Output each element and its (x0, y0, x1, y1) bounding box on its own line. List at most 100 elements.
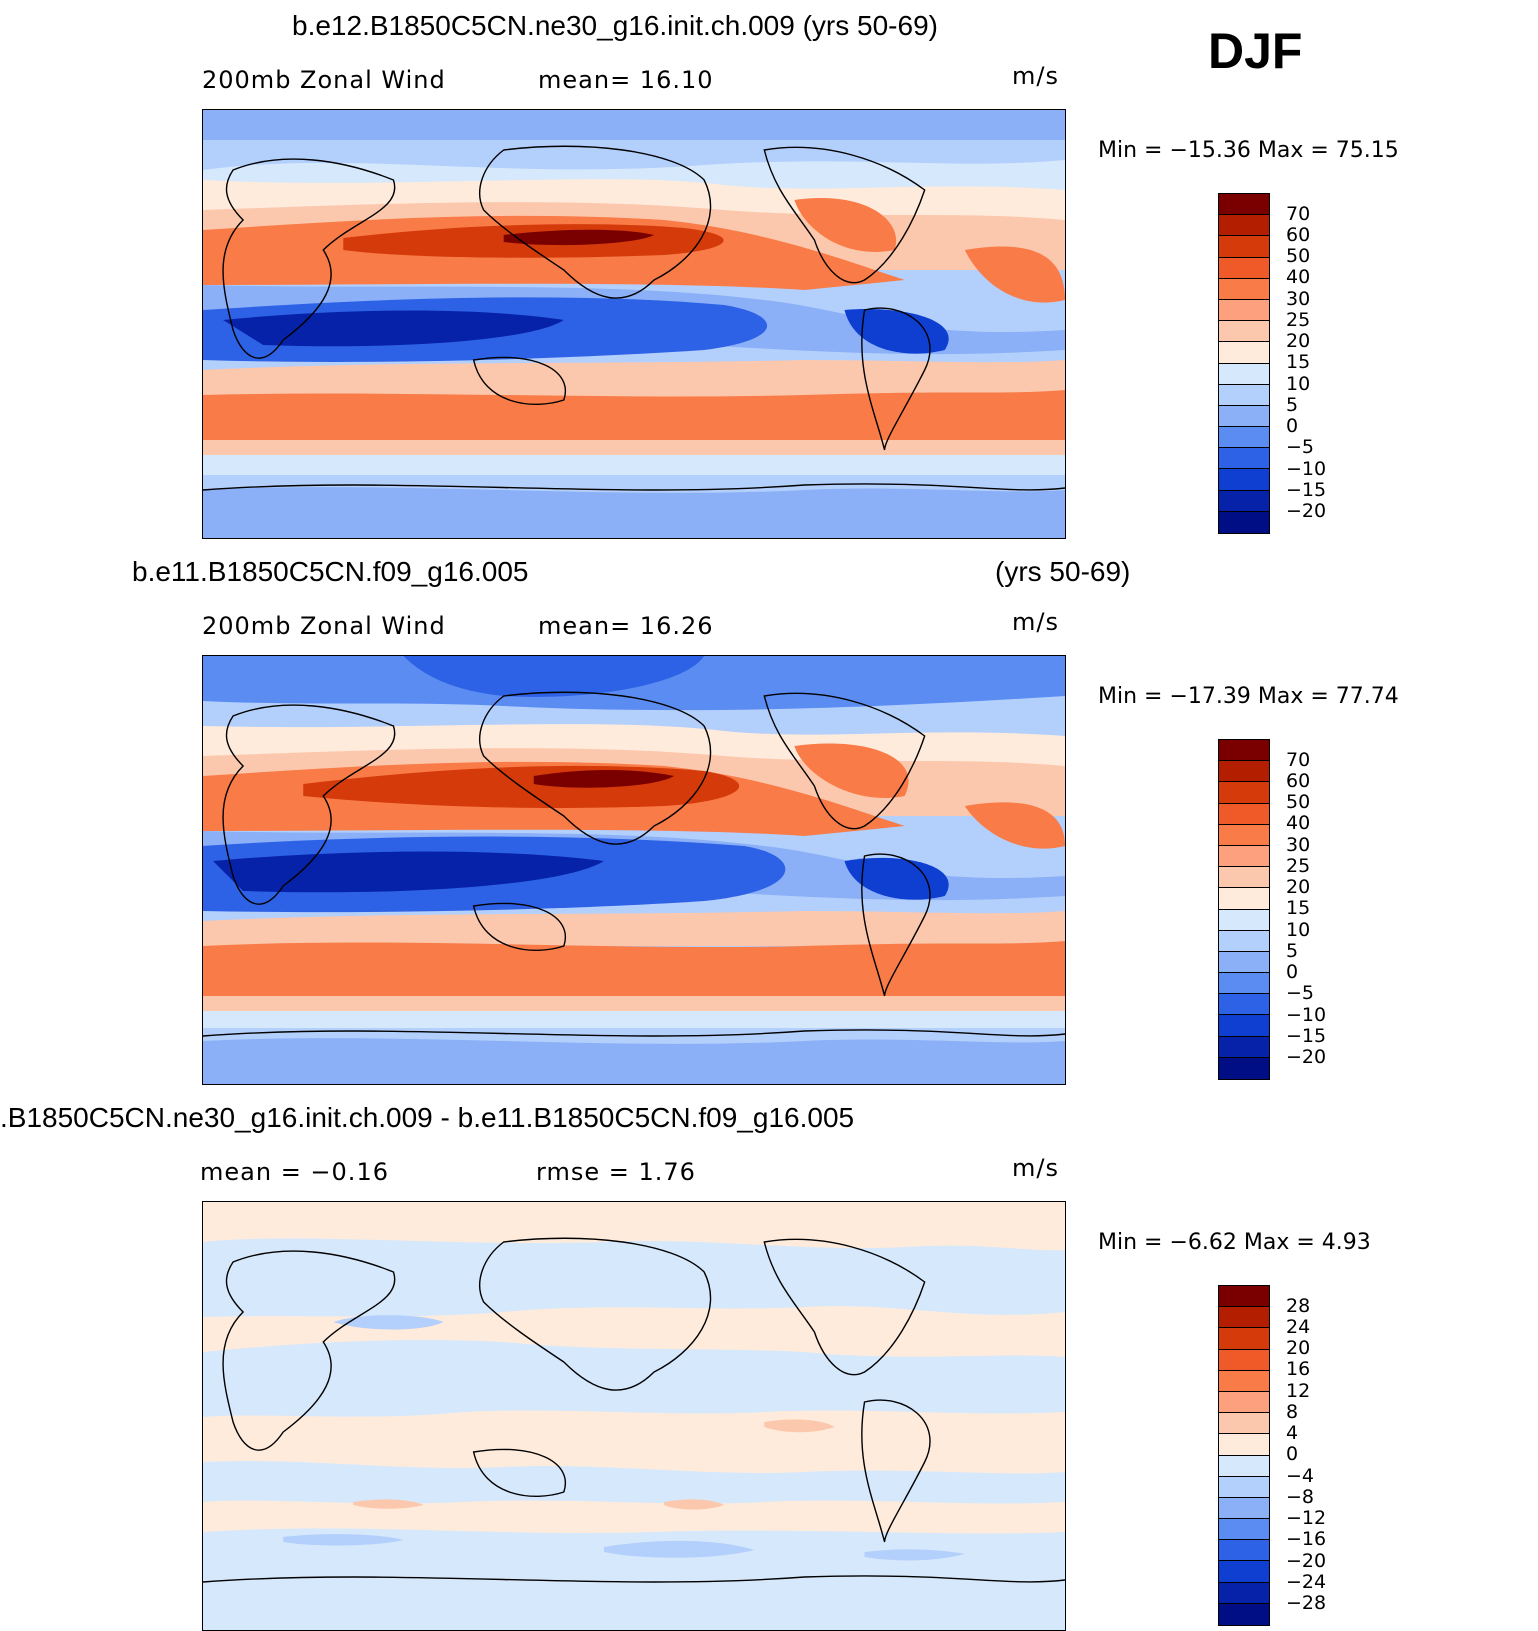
colorbar-swatch (1219, 1413, 1269, 1435)
colorbar-swatch (1219, 1328, 1269, 1350)
panel1-mean-label: mean= 16.10 (538, 66, 714, 94)
panel1-map (202, 109, 1066, 539)
colorbar-swatch (1219, 427, 1269, 449)
colorbar-swatch (1219, 236, 1269, 258)
colorbar-swatch (1219, 321, 1269, 343)
panel1-cbar-label: 70 (1286, 203, 1311, 225)
colorbar-swatch (1219, 1476, 1269, 1498)
panel2-map-svg (203, 656, 1065, 1084)
panel2-cbar-label: 0 (1286, 961, 1299, 983)
colorbar-swatch (1219, 1561, 1269, 1583)
colorbar-swatch (1219, 1370, 1269, 1392)
colorbar-swatch (1219, 405, 1269, 428)
panel3-minmax: Min = −6.62 Max = 4.93 (1098, 1230, 1371, 1255)
colorbar-swatch (1219, 257, 1269, 279)
panel1-cbar-label: 40 (1286, 266, 1311, 288)
panel2-cbar-label: 10 (1286, 919, 1311, 941)
colorbar-swatch (1219, 761, 1269, 783)
colorbar-swatch (1219, 740, 1269, 762)
colorbar-swatch (1219, 194, 1269, 216)
panel2-mean-label: mean= 16.26 (538, 612, 714, 640)
colorbar-swatch (1219, 448, 1269, 470)
panel2-cbar-label: −15 (1286, 1025, 1327, 1047)
panel1-minmax: Min = −15.36 Max = 75.15 (1098, 138, 1399, 163)
panel1-cbar-label: −5 (1286, 436, 1315, 458)
colorbar-swatch (1219, 342, 1269, 364)
panel3-cbar-label: 20 (1286, 1337, 1311, 1359)
panel1-field-label: 200mb Zonal Wind (202, 66, 446, 94)
colorbar-swatch (1219, 824, 1269, 846)
colorbar-swatch (1219, 1015, 1269, 1037)
panel2-colorbar-swatches (1218, 739, 1270, 1080)
panel1-cbar-label: 0 (1286, 415, 1299, 437)
season-label: DJF (1208, 23, 1303, 79)
colorbar-swatch (1219, 1603, 1269, 1625)
colorbar-swatch (1219, 1391, 1269, 1414)
panel3-cbar-label: −20 (1286, 1550, 1327, 1572)
colorbar-swatch (1219, 1057, 1269, 1079)
colorbar-swatch (1219, 867, 1269, 889)
colorbar-swatch (1219, 782, 1269, 804)
colorbar-swatch (1219, 909, 1269, 931)
colorbar-swatch (1219, 1434, 1269, 1456)
colorbar-swatch (1219, 1036, 1269, 1058)
panel3-title: .B1850C5CN.ne30_g16.init.ch.009 - b.e11.… (0, 1102, 855, 1133)
panel2-units: m/s (1012, 608, 1059, 636)
colorbar-swatch (1219, 951, 1269, 974)
panel1-cbar-label: 5 (1286, 394, 1299, 416)
colorbar-swatch (1219, 469, 1269, 491)
colorbar-swatch (1219, 299, 1269, 322)
panel2-years: (yrs 50-69) (995, 556, 1131, 587)
colorbar-swatch (1219, 930, 1269, 952)
panel1-cbar-label: 25 (1286, 309, 1311, 331)
panel1-title: b.e12.B1850C5CN.ne30_g16.init.ch.009 (yr… (292, 10, 938, 41)
panel3-units: m/s (1012, 1154, 1059, 1182)
panel1-cbar-label: 60 (1286, 224, 1311, 246)
panel3-cbar-label: 12 (1286, 1380, 1311, 1402)
colorbar-swatch (1219, 215, 1269, 237)
panel3-cbar-label: −24 (1286, 1571, 1327, 1593)
colorbar-swatch (1219, 1286, 1269, 1308)
panel2-cbar-label: −20 (1286, 1046, 1327, 1068)
colorbar-swatch (1219, 888, 1269, 910)
panel2-title: b.e11.B1850C5CN.f09_g16.005 (132, 556, 529, 587)
panel2-map (202, 655, 1066, 1085)
colorbar-swatch (1219, 1582, 1269, 1604)
panel1-colorbar-swatches (1218, 193, 1270, 534)
panel3-cbar-label: 28 (1286, 1295, 1311, 1317)
panel2-colorbar (1218, 739, 1270, 1080)
panel3-cbar-label: 0 (1286, 1443, 1299, 1465)
panel1-cbar-label: −15 (1286, 479, 1327, 501)
colorbar-swatch (1219, 973, 1269, 995)
colorbar-swatch (1219, 278, 1269, 300)
panel3-cbar-label: 4 (1286, 1422, 1299, 1444)
panel3-map-svg (203, 1202, 1065, 1630)
colorbar-swatch (1219, 511, 1269, 533)
colorbar-swatch (1219, 994, 1269, 1016)
panel2-cbar-label: −5 (1286, 982, 1315, 1004)
panel3-cbar-label: 8 (1286, 1401, 1299, 1423)
panel2-cbar-label: 70 (1286, 749, 1311, 771)
colorbar-swatch (1219, 1349, 1269, 1371)
panel3-cbar-label: −8 (1286, 1486, 1315, 1508)
panel1-colorbar (1218, 193, 1270, 534)
panel2-field-label: 200mb Zonal Wind (202, 612, 446, 640)
panel3-cbar-label: 24 (1286, 1316, 1311, 1338)
panel3-map (202, 1201, 1066, 1631)
panel3-rmse-label: rmse = 1.76 (536, 1158, 696, 1186)
panel2-cbar-label: 30 (1286, 834, 1311, 856)
panel1-cbar-label: 20 (1286, 330, 1311, 352)
colorbar-swatch (1219, 363, 1269, 385)
panel2-cbar-label: 15 (1286, 897, 1311, 919)
panel2-cbar-label: 60 (1286, 770, 1311, 792)
panel2-minmax: Min = −17.39 Max = 77.74 (1098, 684, 1399, 709)
colorbar-swatch (1219, 845, 1269, 868)
panel1-cbar-label: −20 (1286, 500, 1327, 522)
panel1-cbar-label: 30 (1286, 288, 1311, 310)
panel1-units: m/s (1012, 62, 1059, 90)
panel3-colorbar-swatches (1218, 1285, 1270, 1626)
panel3-cbar-label: 16 (1286, 1358, 1311, 1380)
panel2-cbar-label: 5 (1286, 940, 1299, 962)
panel1-cbar-label: −10 (1286, 458, 1327, 480)
panel3-cbar-label: −28 (1286, 1592, 1327, 1614)
